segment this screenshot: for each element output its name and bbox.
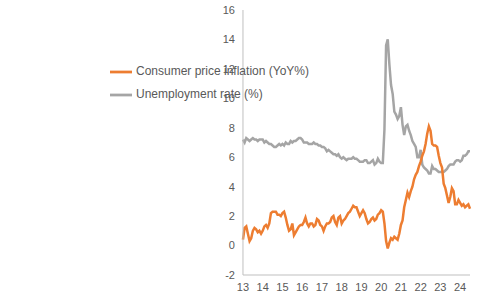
svg-text:12: 12 xyxy=(223,63,235,75)
svg-text:-2: -2 xyxy=(225,269,235,281)
svg-text:21: 21 xyxy=(395,281,407,293)
svg-text:16: 16 xyxy=(296,281,308,293)
svg-text:2: 2 xyxy=(229,210,235,222)
svg-text:17: 17 xyxy=(316,281,328,293)
svg-text:4: 4 xyxy=(229,181,235,193)
svg-text:13: 13 xyxy=(237,281,249,293)
svg-text:14: 14 xyxy=(223,33,235,45)
svg-text:24: 24 xyxy=(454,281,466,293)
svg-text:20: 20 xyxy=(375,281,387,293)
svg-text:8: 8 xyxy=(229,122,235,134)
svg-text:18: 18 xyxy=(336,281,348,293)
svg-text:22: 22 xyxy=(415,281,427,293)
svg-text:10: 10 xyxy=(223,92,235,104)
svg-text:19: 19 xyxy=(355,281,367,293)
svg-text:0: 0 xyxy=(229,239,235,251)
svg-text:14: 14 xyxy=(257,281,269,293)
svg-text:16: 16 xyxy=(223,4,235,16)
svg-text:23: 23 xyxy=(434,281,446,293)
svg-text:15: 15 xyxy=(276,281,288,293)
svg-text:6: 6 xyxy=(229,151,235,163)
